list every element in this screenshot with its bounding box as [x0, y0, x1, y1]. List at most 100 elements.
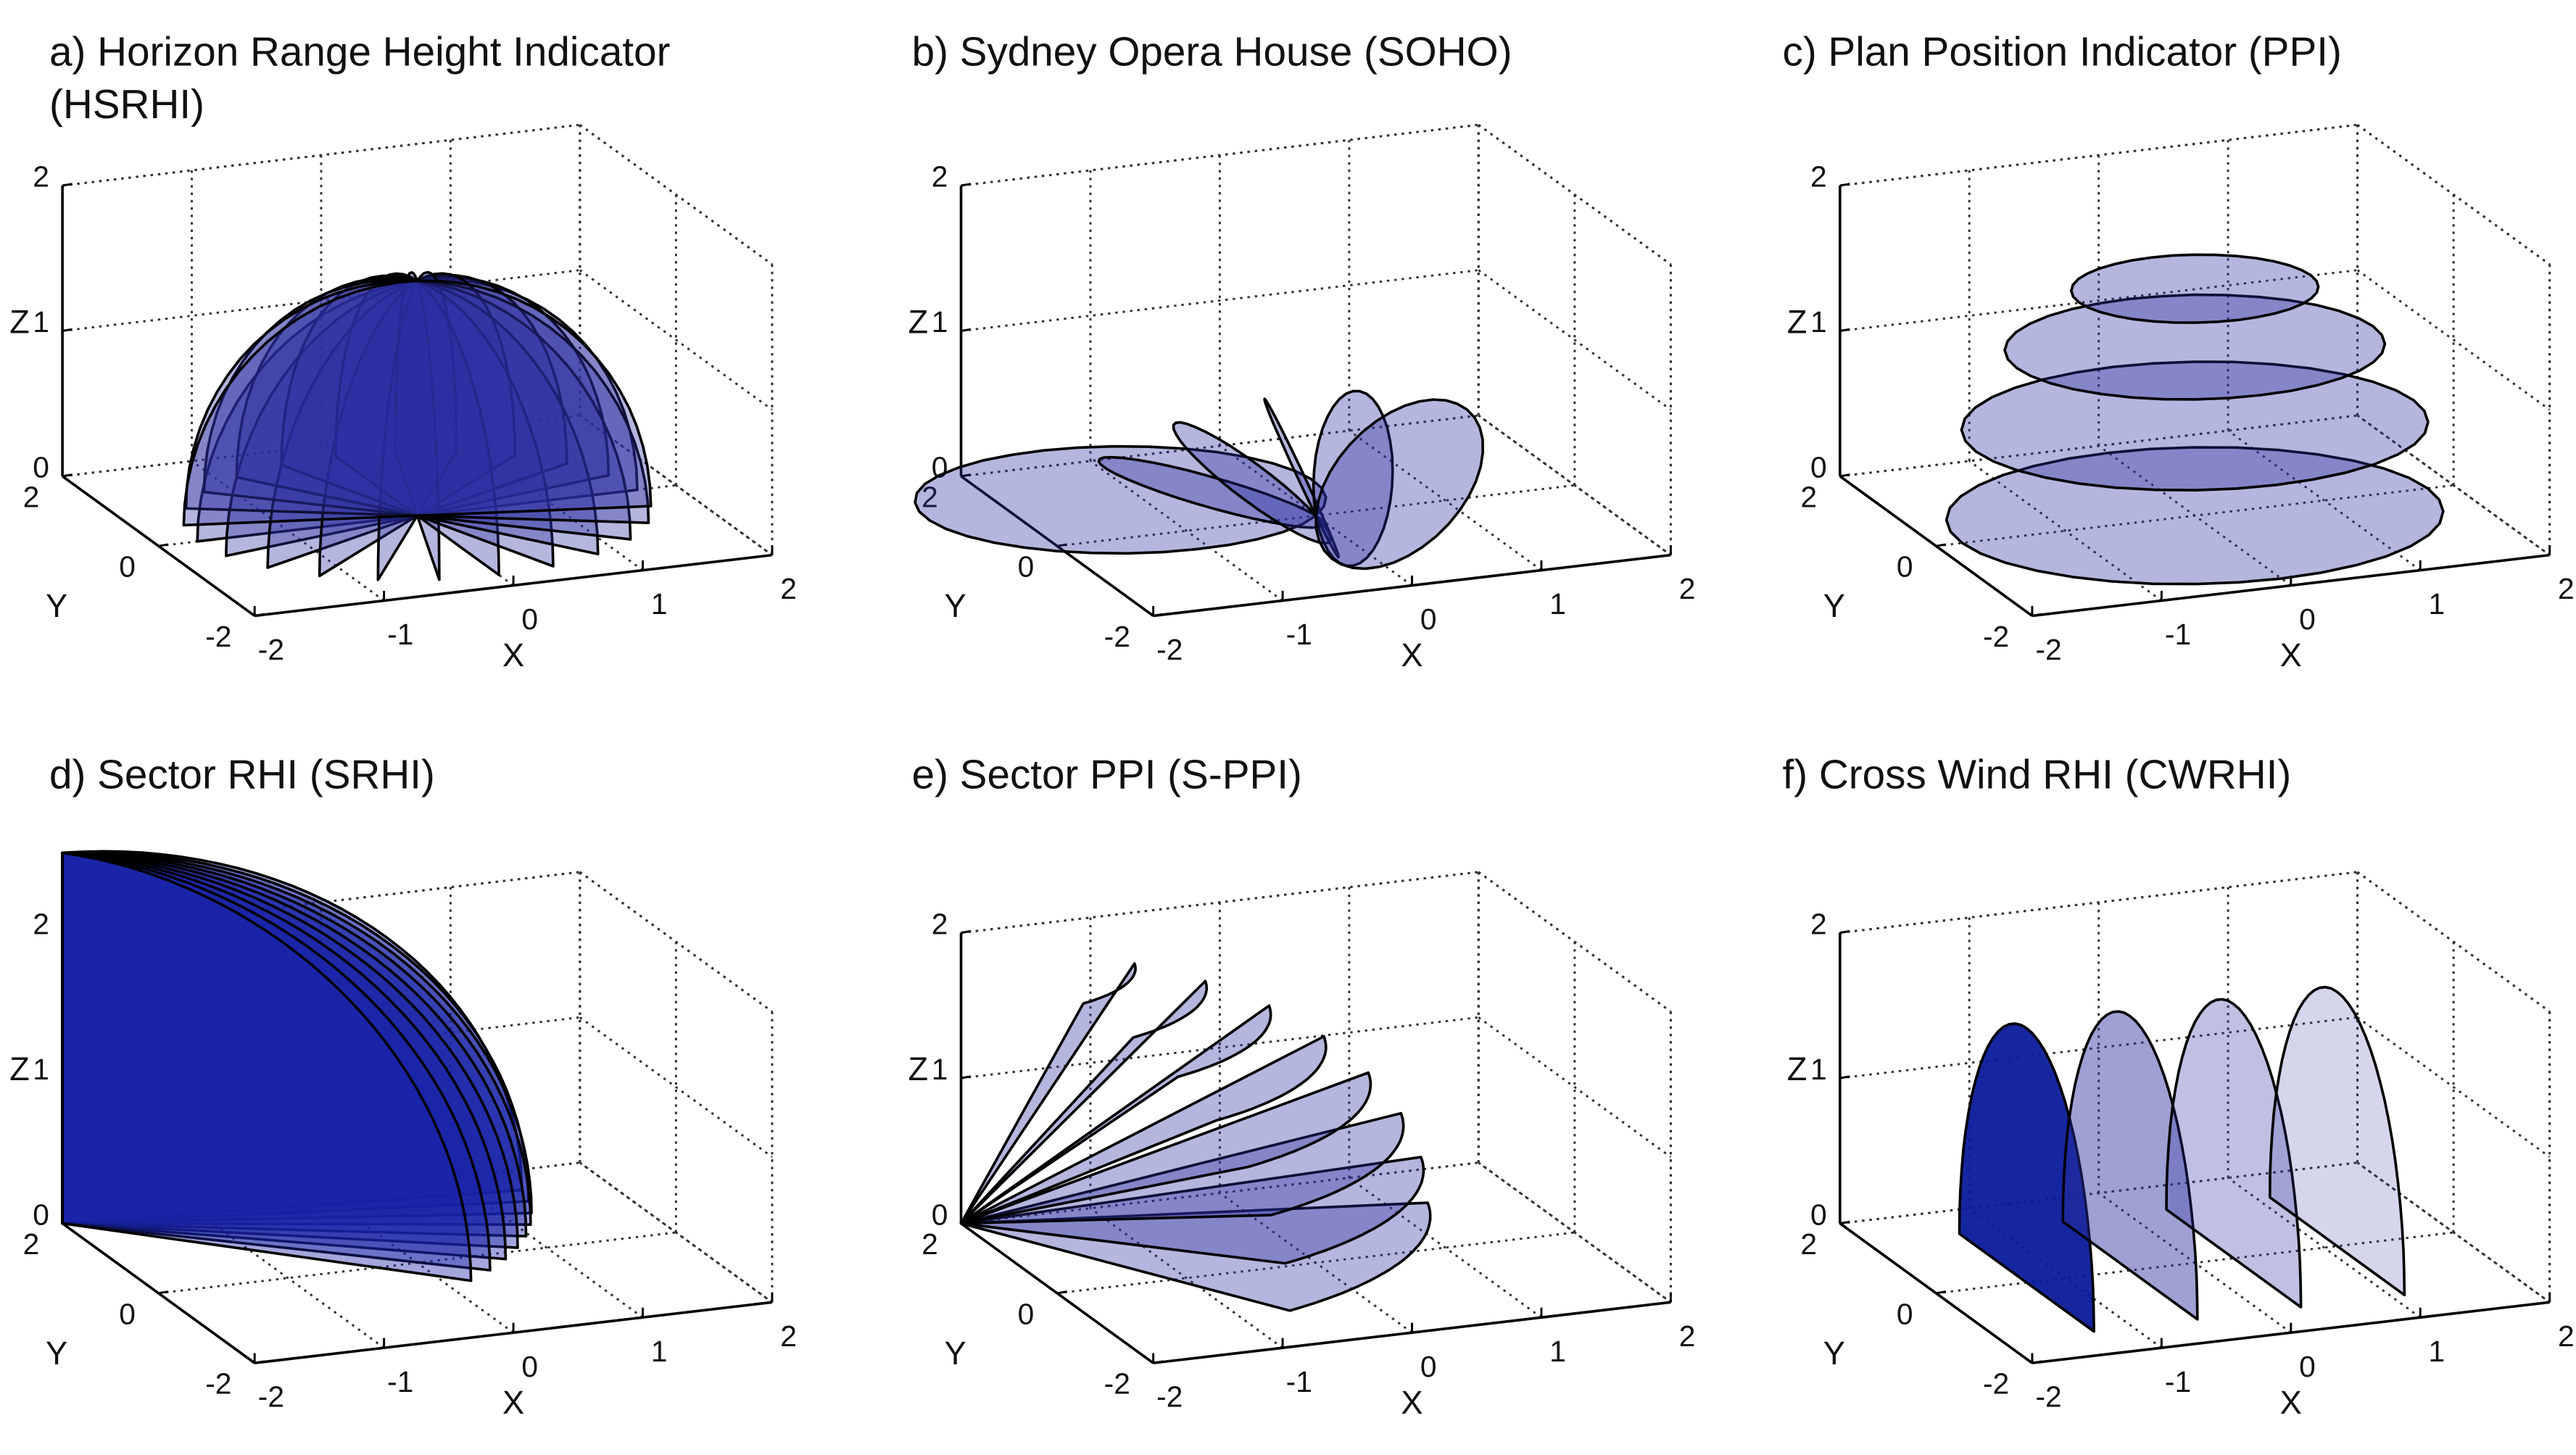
x-tick-label: 0 — [1420, 1350, 1437, 1383]
x-tick-label: -2 — [1156, 1380, 1183, 1414]
x-axis-label: X — [1401, 637, 1422, 673]
y-tick — [158, 543, 169, 547]
y-tick — [1056, 543, 1067, 547]
x-tick-label: -1 — [1286, 1365, 1312, 1398]
z-tick — [62, 473, 73, 478]
scan-surface — [61, 851, 519, 1249]
z-tick — [1839, 929, 1850, 934]
x-tick-label: 2 — [780, 572, 797, 605]
grid-line — [579, 123, 773, 265]
z-tick — [961, 929, 972, 934]
panel-title: d) Sector RHI (SRHI) — [49, 752, 435, 798]
grid-line — [62, 414, 581, 478]
scan-surface — [959, 962, 1138, 1225]
x-tick-label: -1 — [387, 618, 413, 651]
grid-line — [961, 1161, 1479, 1225]
z-tick — [62, 929, 73, 934]
grid-line — [961, 871, 1479, 934]
grid-line — [579, 1016, 773, 1158]
grid-line — [2356, 414, 2551, 556]
y-tick-label: 0 — [119, 1297, 136, 1330]
y-tick-label: 2 — [23, 1227, 40, 1261]
x-tick-label: -1 — [387, 1365, 413, 1398]
x-tick-label: -2 — [258, 633, 284, 666]
scan-surface — [61, 850, 523, 1225]
scan-surface — [959, 1201, 1432, 1312]
grid-line — [1839, 1016, 2358, 1079]
grid-line — [1968, 460, 2163, 602]
grid-line — [2356, 871, 2551, 1013]
grid-line — [62, 1161, 581, 1225]
x-tick-label: 0 — [2299, 1350, 2316, 1383]
scan-surface — [182, 279, 653, 527]
grid-line — [2227, 429, 2422, 571]
z-tick-label: 2 — [1810, 160, 1827, 194]
y-tick-label: -2 — [1104, 1367, 1130, 1401]
grid-line — [1936, 484, 2454, 547]
y-tick — [1153, 1360, 1164, 1364]
panel-title: c) Plan Position Indicator (PPI) — [1782, 29, 2342, 76]
z-tick-label: 1 — [1810, 1053, 1827, 1086]
y-tick — [1056, 1290, 1067, 1295]
x-tick-label: 1 — [2429, 1335, 2445, 1368]
x-axis-label: X — [502, 1384, 524, 1421]
y-tick-label: -2 — [1104, 620, 1130, 653]
z-tick-label: 0 — [1810, 1198, 1827, 1231]
scan-surface — [61, 851, 492, 1272]
y-tick-label: -2 — [205, 620, 231, 653]
z-tick — [1839, 183, 1850, 187]
z-tick-label: 1 — [932, 305, 948, 339]
scan-surface — [2070, 253, 2320, 324]
y-tick-label: -2 — [1983, 620, 2009, 653]
x-tick-label: -1 — [2165, 1365, 2191, 1398]
z-tick-label: 2 — [33, 907, 49, 940]
z-tick-label: 1 — [932, 1053, 948, 1086]
scan-surface — [61, 851, 528, 1238]
grid-line — [961, 269, 1479, 332]
scan-surface — [1958, 1022, 2095, 1333]
z-tick-label: 1 — [33, 305, 49, 339]
z-tick — [62, 1075, 73, 1079]
grid-line — [1478, 123, 1672, 265]
z-tick-label: 0 — [932, 1198, 948, 1231]
scan-surface — [2003, 293, 2387, 401]
y-axis-label: Y — [1823, 587, 1845, 624]
scan-surface — [1314, 398, 1485, 571]
scan-surface — [959, 1156, 1425, 1265]
y-tick-label: 0 — [1018, 1297, 1035, 1330]
z-tick-label: 2 — [932, 160, 948, 194]
grid-line — [1090, 460, 1283, 602]
x-tick-label: 2 — [2558, 572, 2575, 605]
scan-surface — [318, 272, 517, 578]
y-tick — [254, 613, 265, 617]
z-axis-label: Z — [1787, 1050, 1807, 1087]
y-tick — [254, 1360, 265, 1364]
y-tick-label: 0 — [1018, 550, 1035, 584]
x-tick-label: 1 — [651, 587, 668, 621]
panel-title: a) Horizon Range Height Indicator (HSRHI… — [49, 29, 671, 128]
z-tick-label: 0 — [33, 451, 49, 484]
scan-surface — [61, 851, 473, 1282]
scan-surface — [61, 851, 508, 1261]
z-tick — [961, 328, 972, 332]
y-tick-label: -2 — [1983, 1367, 2009, 1401]
z-tick — [62, 328, 73, 332]
grid-line — [2356, 1161, 2551, 1303]
grid-line — [961, 123, 1479, 187]
y-axis-label: Y — [1823, 1335, 1845, 1372]
grid-line — [1839, 1161, 2358, 1225]
grid-line — [1478, 1161, 1672, 1303]
z-tick — [961, 1075, 972, 1079]
x-tick-label: -1 — [2165, 618, 2191, 651]
z-tick-label: 2 — [33, 160, 49, 194]
scan-surface — [959, 1071, 1372, 1225]
scan-surface — [61, 851, 533, 1225]
x-tick-label: 0 — [2299, 602, 2316, 636]
x-tick-label: 1 — [651, 1335, 668, 1368]
scan-surface — [2268, 985, 2406, 1297]
